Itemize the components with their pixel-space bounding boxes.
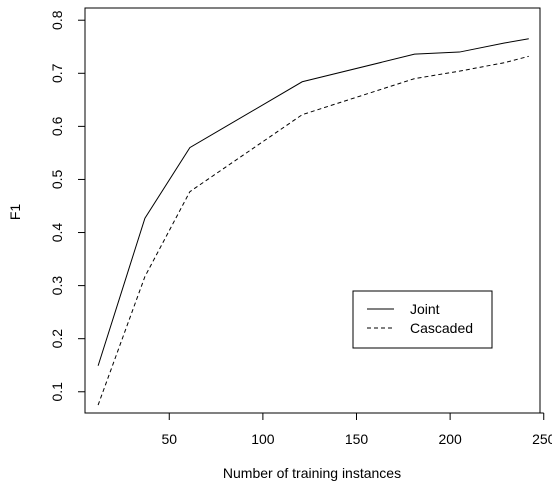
- y-tick-label: 0.1: [49, 382, 65, 402]
- series-line-joint: [97, 38, 529, 366]
- legend-label-joint: Joint: [410, 301, 440, 317]
- x-tick-label: 100: [251, 431, 275, 447]
- x-tick-label: 250: [532, 431, 552, 447]
- x-axis: 50 100 150 200 250: [161, 412, 552, 447]
- x-tick-label: 50: [161, 431, 177, 447]
- y-tick-label: 0.2: [49, 329, 65, 349]
- y-tick-label: 0.3: [49, 276, 65, 296]
- y-tick-label: 0.5: [49, 170, 65, 190]
- x-axis-title: Number of training instances: [223, 465, 401, 481]
- y-axis: 0.1 0.2 0.3 0.4 0.5 0.6 0.7 0.8: [49, 10, 86, 402]
- y-axis-title: F1: [7, 204, 23, 221]
- y-tick-label: 0.6: [49, 116, 65, 136]
- series-line-cascaded: [97, 55, 529, 406]
- y-tick-label: 0.8: [49, 10, 65, 30]
- x-tick-label: 200: [438, 431, 462, 447]
- plot-frame: [84, 7, 541, 414]
- legend-label-cascaded: Cascaded: [410, 320, 473, 336]
- y-tick-label: 0.7: [49, 63, 65, 83]
- series-layer: [97, 38, 529, 406]
- y-tick-label: 0.4: [49, 223, 65, 243]
- legend: Joint Cascaded: [352, 290, 493, 349]
- legend-box: [352, 290, 493, 349]
- x-tick-label: 150: [345, 431, 369, 447]
